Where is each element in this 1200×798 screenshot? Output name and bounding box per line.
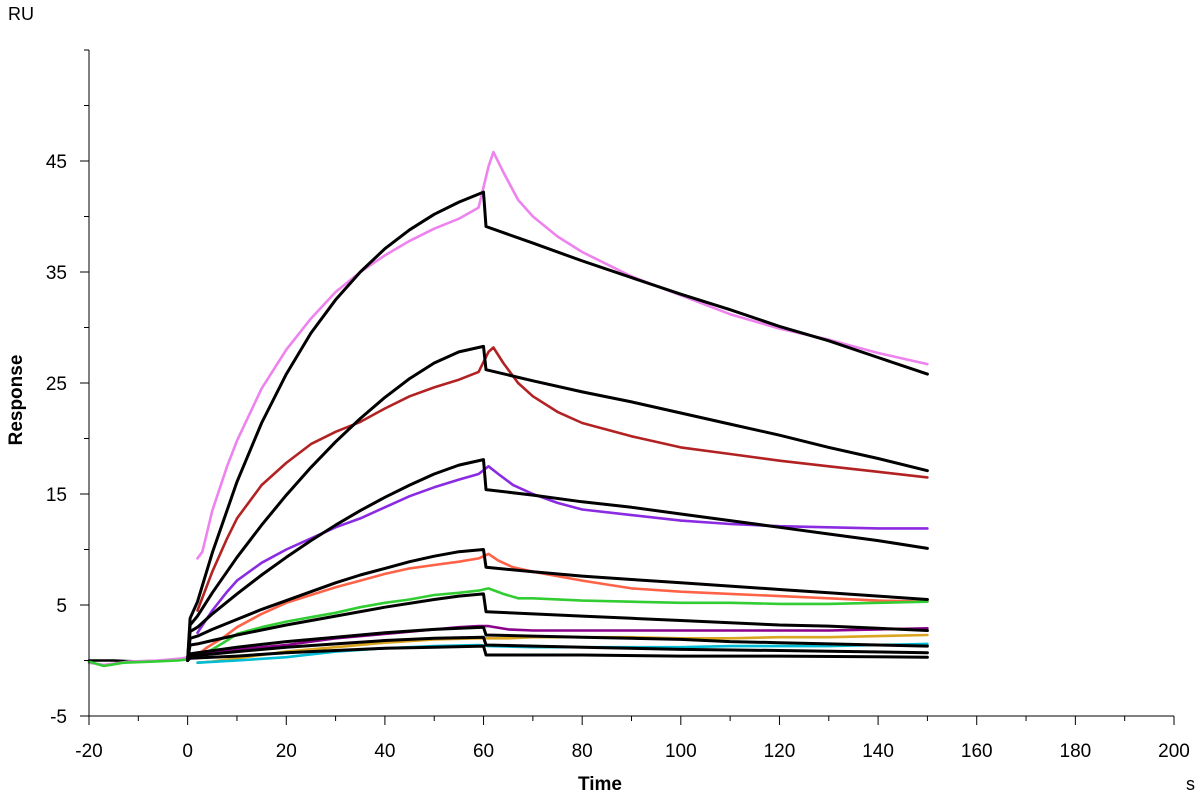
x-tick-label: 20 bbox=[276, 741, 297, 762]
x-tick-label: 40 bbox=[374, 741, 395, 762]
series-line-fit-10 bbox=[186, 458, 929, 662]
x-tick-label: 160 bbox=[961, 741, 993, 762]
y-tick-label: 35 bbox=[46, 263, 67, 284]
series-line-measured-5 bbox=[196, 624, 929, 657]
y-tick-label: 45 bbox=[46, 152, 67, 173]
x-tick-label: 200 bbox=[1158, 741, 1190, 762]
plot-lines bbox=[87, 150, 929, 668]
x-tick-label: 0 bbox=[182, 741, 193, 762]
x-tick-label: 100 bbox=[665, 741, 697, 762]
y-tick-label: 15 bbox=[46, 485, 67, 506]
series-line-fit-14 bbox=[186, 635, 929, 662]
series-line-measured-3 bbox=[196, 552, 929, 657]
series-line-measured-0 bbox=[196, 150, 929, 560]
x-tick-label: 180 bbox=[1060, 741, 1092, 762]
series-line-fit-9 bbox=[186, 344, 929, 662]
y-unit-label: RU bbox=[8, 4, 34, 24]
series-line-fit-8 bbox=[186, 190, 929, 662]
series-line-fit-15 bbox=[186, 644, 929, 662]
series-line-baseline-18 bbox=[87, 658, 189, 668]
x-axis-title: Time bbox=[578, 774, 622, 795]
y-tick-label: 25 bbox=[46, 374, 67, 395]
x-tick-label: 140 bbox=[862, 741, 894, 762]
y-axis-title: Response bbox=[6, 355, 27, 446]
x-tick-label: 60 bbox=[473, 741, 494, 762]
series-line-fit-12 bbox=[186, 592, 929, 662]
series-line-measured-2 bbox=[196, 465, 929, 635]
series-line-fit-11 bbox=[186, 548, 929, 662]
axes bbox=[88, 50, 1174, 717]
series-line-measured-4 bbox=[196, 587, 929, 658]
x-unit-label: s bbox=[1186, 774, 1195, 794]
x-tick-label: -20 bbox=[75, 741, 102, 762]
x-tick-label: 80 bbox=[572, 741, 593, 762]
series-line-fit-13 bbox=[186, 625, 929, 662]
series-line-measured-1 bbox=[196, 346, 929, 612]
x-tick-label: 120 bbox=[764, 741, 796, 762]
y-tick-label: -5 bbox=[50, 707, 67, 728]
ticks: -20 0 20 40 60 80 100 120 140 160 180 200 -5 5 15 25 35 4… bbox=[46, 49, 1190, 762]
y-tick-label: 5 bbox=[56, 596, 67, 617]
